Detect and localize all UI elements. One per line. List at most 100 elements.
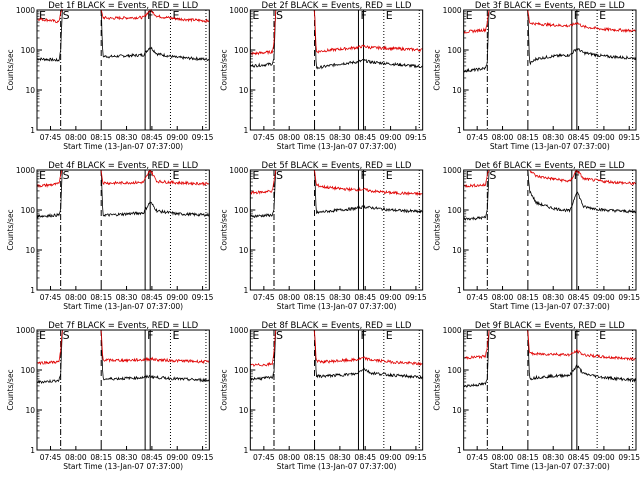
x-tick-label: 08:45 [141, 293, 163, 302]
panel-title: Det 8f BLACK = Events, RED = LLD [262, 321, 412, 331]
x-tick-label: 08:45 [568, 133, 590, 142]
y-tick-label: 10 [452, 406, 462, 415]
x-axis-label: Start Time (13-Jan-07 07:37:00) [63, 462, 183, 471]
y-tick-label: 100 [447, 46, 462, 55]
x-tick-label: 09:00 [593, 293, 615, 302]
x-tick-label: 08:00 [278, 293, 300, 302]
marker-label: S [276, 329, 283, 342]
x-tick-label: 09:15 [405, 133, 427, 142]
detector-panel: Det 6f BLACK = Events, RED = LLDESFE1101… [433, 161, 640, 311]
x-tick-label: 08:15 [517, 293, 539, 302]
marker-label: E [386, 169, 393, 182]
detector-panel: Det 1f BLACK = Events, RED = LLDESFE1101… [6, 1, 214, 151]
x-tick-label: 08:00 [492, 133, 514, 142]
x-axis-label: Start Time (13-Jan-07 07:37:00) [277, 462, 397, 471]
marker-label: S [63, 9, 70, 22]
x-tick-label: 08:00 [278, 453, 300, 462]
plot-frame [463, 9, 637, 131]
marker-label: E [599, 329, 606, 342]
plot-frame [36, 169, 210, 291]
x-tick-label: 08:30 [542, 133, 564, 142]
marker-label: E [386, 9, 393, 22]
x-axis-label: Start Time (13-Jan-07 07:37:00) [490, 462, 610, 471]
x-tick-label: 08:15 [304, 133, 326, 142]
marker-label: E [252, 329, 259, 342]
y-tick-label: 100 [21, 206, 36, 215]
x-tick-label: 09:00 [166, 453, 188, 462]
marker-label: S [276, 169, 283, 182]
x-tick-label: 08:30 [329, 453, 351, 462]
panel-title: Det 4f BLACK = Events, RED = LLD [48, 161, 198, 171]
x-axis-label: Start Time (13-Jan-07 07:37:00) [277, 302, 397, 311]
y-tick-label: 1 [244, 446, 249, 455]
y-tick-label: 1000 [229, 326, 248, 335]
plot-frame [249, 329, 424, 451]
x-tick-label: 09:15 [192, 133, 214, 142]
y-axis-label: Counts/sec [433, 49, 442, 90]
x-tick-label: 07:45 [466, 293, 488, 302]
x-tick-label: 09:15 [618, 133, 640, 142]
x-tick-label: 08:30 [542, 293, 564, 302]
x-tick-label: 09:00 [380, 293, 402, 302]
y-tick-label: 1 [244, 126, 249, 135]
marker-label: E [39, 329, 46, 342]
x-tick-label: 08:15 [90, 453, 112, 462]
detector-panel: Det 4f BLACK = Events, RED = LLDESFE1101… [6, 161, 214, 311]
detector-panel: Det 3f BLACK = Events, RED = LLDESFE1101… [433, 1, 640, 151]
y-tick-label: 1000 [443, 326, 462, 335]
y-tick-label: 1000 [16, 6, 35, 15]
x-tick-label: 08:00 [65, 293, 87, 302]
marker-label: S [489, 329, 496, 342]
x-tick-label: 07:45 [253, 453, 275, 462]
detector-panel: Det 8f BLACK = Events, RED = LLDESFE1101… [219, 321, 427, 471]
x-tick-label: 09:00 [380, 133, 402, 142]
x-tick-label: 08:15 [304, 293, 326, 302]
y-tick-label: 1000 [443, 6, 462, 15]
x-tick-label: 08:30 [542, 453, 564, 462]
x-tick-label: 09:00 [166, 293, 188, 302]
x-tick-label: 08:45 [141, 453, 163, 462]
x-tick-label: 08:15 [304, 453, 326, 462]
y-tick-label: 10 [239, 406, 249, 415]
panel-title: Det 5f BLACK = Events, RED = LLD [262, 161, 412, 171]
y-tick-label: 100 [234, 366, 249, 375]
x-tick-label: 09:15 [618, 453, 640, 462]
panel-title: Det 3f BLACK = Events, RED = LLD [475, 1, 625, 11]
x-axis-label: Start Time (13-Jan-07 07:37:00) [63, 142, 183, 151]
marker-label: S [489, 9, 496, 22]
y-axis-label: Counts/sec [6, 209, 15, 250]
x-tick-label: 08:00 [492, 293, 514, 302]
marker-label: E [466, 9, 473, 22]
x-tick-label: 07:45 [466, 453, 488, 462]
marker-label: S [489, 169, 496, 182]
marker-label: S [63, 169, 70, 182]
x-tick-label: 08:15 [517, 133, 539, 142]
panel-title: Det 7f BLACK = Events, RED = LLD [48, 321, 198, 331]
detector-panel: Det 2f BLACK = Events, RED = LLDESFE1101… [219, 1, 427, 151]
plot-frame [249, 169, 424, 291]
x-tick-label: 09:15 [618, 293, 640, 302]
y-tick-label: 10 [25, 406, 35, 415]
marker-label: E [466, 169, 473, 182]
x-tick-label: 08:15 [90, 293, 112, 302]
y-tick-label: 10 [25, 246, 35, 255]
x-tick-label: 08:45 [568, 453, 590, 462]
y-axis-label: Counts/sec [433, 369, 442, 410]
x-axis-label: Start Time (13-Jan-07 07:37:00) [490, 302, 610, 311]
x-tick-label: 08:00 [492, 453, 514, 462]
marker-label: E [599, 169, 606, 182]
x-tick-label: 09:15 [405, 293, 427, 302]
marker-label: E [39, 169, 46, 182]
y-tick-label: 1 [30, 126, 35, 135]
x-tick-label: 08:30 [116, 453, 138, 462]
y-tick-label: 1000 [443, 166, 462, 175]
x-tick-label: 07:45 [40, 293, 62, 302]
plot-frame [463, 329, 637, 451]
x-tick-label: 08:00 [65, 453, 87, 462]
detector-panel: Det 9f BLACK = Events, RED = LLDESFE1101… [433, 321, 640, 471]
x-tick-label: 08:00 [278, 133, 300, 142]
x-tick-label: 07:45 [40, 133, 62, 142]
x-tick-label: 08:00 [65, 133, 87, 142]
x-tick-label: 09:00 [380, 453, 402, 462]
